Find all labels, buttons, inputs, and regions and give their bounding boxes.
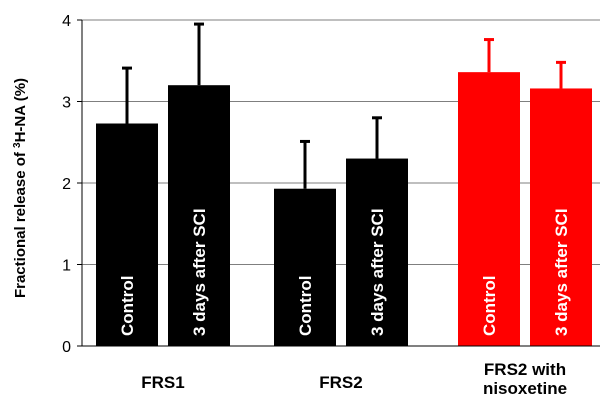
y-tick-label: 1 [62, 258, 71, 275]
bar-label: 3 days after SCI [368, 208, 387, 336]
bar [458, 72, 520, 346]
bar-label: 3 days after SCI [552, 208, 571, 336]
group-label: nisoxetine [483, 379, 567, 398]
y-tick-label: 3 [62, 95, 71, 112]
bar [96, 123, 158, 346]
bar-label: Control [118, 276, 137, 336]
bars: Control 3 days after SCI Control 3 days aft… [96, 22, 592, 347]
group-label: FRS2 [319, 373, 362, 392]
bar-label: Control [480, 276, 499, 336]
group-label: FRS1 [141, 373, 184, 392]
bar-label: 3 days after SCI [190, 208, 209, 336]
bar-label: Control [296, 276, 315, 336]
y-axis-title: Fractional release of 3H-NA (%) [12, 78, 30, 298]
bar [530, 88, 592, 347]
grid-lines [82, 19, 600, 265]
y-tick-label: 2 [62, 176, 71, 193]
group-label: FRS2 with [484, 360, 566, 379]
y-tick-label: 0 [62, 339, 71, 356]
bar [168, 85, 230, 346]
bar [274, 188, 336, 346]
y-tick-label: 4 [62, 13, 71, 30]
bar [346, 158, 408, 346]
